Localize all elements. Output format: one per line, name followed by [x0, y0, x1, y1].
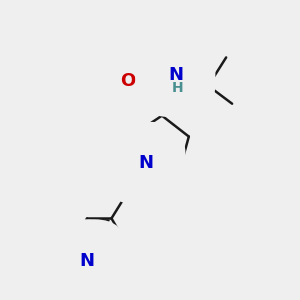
Text: N: N — [80, 252, 94, 270]
Text: H: H — [172, 81, 184, 95]
Text: N: N — [168, 66, 183, 84]
Text: O: O — [120, 72, 135, 90]
Text: N: N — [138, 154, 153, 172]
